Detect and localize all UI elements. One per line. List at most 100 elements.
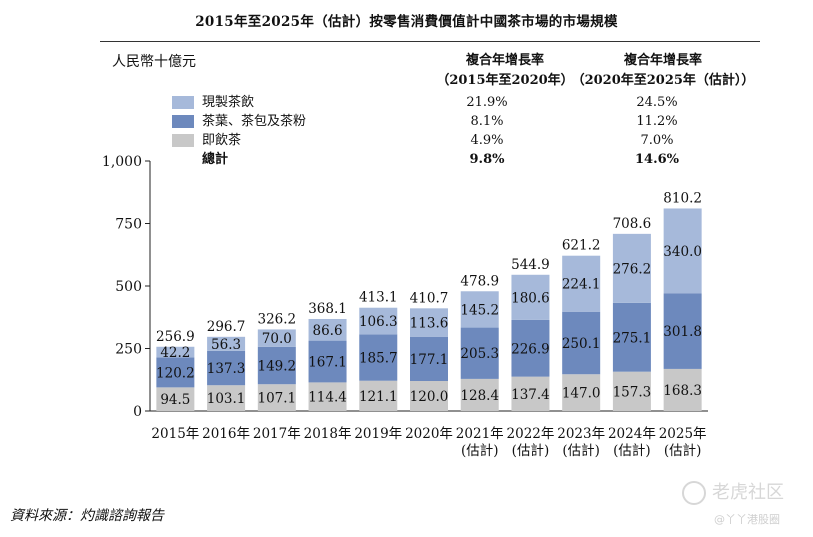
bar-segment [156, 357, 195, 388]
legend-swatch [172, 134, 194, 147]
x-tick-label: (估計) [562, 443, 600, 459]
total-label: 296.7 [207, 319, 246, 335]
x-tick-label: 2023年 [557, 426, 605, 442]
bar-segment [511, 376, 550, 411]
data-label: 168.3 [663, 383, 702, 399]
bar-segment [410, 308, 448, 337]
legend-label: 現製茶飲 [202, 95, 255, 110]
bar-segment [460, 378, 499, 411]
cagr-header-2015-2020: 複合年增長率 （2015年至2020年） [430, 51, 580, 91]
legend-cagr-2015-2020: 8.1% [470, 114, 504, 129]
bar-segment [410, 336, 448, 381]
bar-segment [612, 233, 651, 303]
bar-segment [207, 336, 246, 351]
total-cagr-2015-2020: 9.8% [469, 152, 505, 167]
bar-segment [207, 350, 246, 386]
data-label: 276.2 [613, 261, 652, 277]
bar-segment [359, 307, 398, 335]
bar-segment [562, 255, 601, 312]
x-tick-label: 2021年 [456, 426, 504, 442]
total-label: 326.2 [257, 311, 296, 327]
total-label: 256.9 [156, 329, 195, 345]
x-tick-label: 2018年 [304, 426, 352, 442]
legend-label: 即飲茶 [202, 133, 242, 148]
data-label: 103.1 [207, 391, 246, 407]
x-tick-label: 2016年 [202, 426, 250, 442]
bar-segment [562, 374, 601, 411]
data-label: 113.6 [410, 316, 449, 332]
data-label: 56.3 [211, 337, 241, 353]
x-tick-label: 2015年 [151, 426, 199, 442]
data-label: 114.4 [308, 390, 347, 406]
total-label: 621.2 [562, 238, 601, 254]
data-label: 149.2 [257, 359, 296, 375]
data-label: 185.7 [359, 351, 398, 367]
total-label: 810.2 [663, 190, 702, 206]
bar-segment [410, 381, 448, 411]
bar-segment [308, 382, 347, 411]
unit-label: 人民幣十億元 [112, 54, 196, 70]
y-tick-label: 1,000 [102, 154, 142, 170]
bar-segment [308, 340, 347, 383]
total-label: 總計 [202, 152, 229, 167]
data-label: 340.0 [663, 244, 702, 260]
legend-total-row: 總計 9.8% 14.6% [172, 150, 732, 169]
legend-item-tea-leaves: 茶葉、茶包及茶粉 8.1% 11.2% [172, 112, 732, 131]
total-label: 368.1 [308, 301, 347, 317]
data-label: 205.3 [460, 346, 499, 362]
bar-segment [460, 327, 499, 379]
data-label: 301.8 [663, 324, 702, 340]
chart-title: 2015年至2025年（估計）按零售消費價值計中國茶市場的市場規模 [195, 14, 618, 30]
bar-segment [663, 208, 702, 294]
watermark: 老虎社区 [682, 478, 784, 505]
watermark-logo-icon [682, 481, 706, 505]
data-label: 121.1 [359, 389, 398, 405]
y-tick-label: 0 [133, 404, 142, 420]
source-note: 資料來源：灼識諮詢報告 [10, 508, 164, 524]
x-tick-label: 2019年 [354, 426, 402, 442]
total-label: 708.6 [613, 216, 652, 232]
bar-segment [612, 371, 651, 411]
bar-segment [663, 293, 702, 369]
y-tick-label: 750 [115, 217, 142, 233]
legend-swatch [172, 96, 194, 109]
x-tick-label: 2017年 [253, 426, 301, 442]
y-tick-label: 500 [115, 279, 142, 295]
cagr-header-2020-2025: 複合年增長率 （2020年至2025年（估計）） [568, 51, 758, 91]
data-label: 226.9 [511, 341, 550, 357]
data-label: 250.1 [562, 336, 601, 352]
bar-segment [257, 384, 296, 411]
y-tick-label: 250 [115, 342, 142, 358]
data-label: 167.1 [308, 355, 347, 371]
legend-item-fresh-tea: 現製茶飲 21.9% 24.5% [172, 93, 732, 112]
bar-segment [359, 334, 398, 381]
cagr-header-title: 複合年增長率 [623, 53, 702, 68]
x-tick-label: (估計) [461, 443, 499, 459]
legend-item-rtd-tea: 即飲茶 4.9% 7.0% [172, 131, 732, 150]
data-label: 180.6 [511, 290, 550, 306]
data-label: 137.4 [511, 387, 550, 403]
legend-label: 茶葉、茶包及茶粉 [202, 114, 307, 129]
legend-cagr-2020-2025: 7.0% [640, 133, 674, 148]
x-tick-label: (估計) [613, 443, 651, 459]
data-label: 275.1 [613, 330, 652, 346]
bar-segment [308, 318, 347, 341]
data-label: 86.6 [313, 323, 343, 339]
data-label: 70.0 [262, 331, 292, 347]
x-tick-label: 2022年 [507, 426, 555, 442]
bar-segment [207, 385, 246, 411]
data-label: 120.0 [410, 389, 449, 405]
legend-cagr-2020-2025: 11.2% [636, 114, 678, 129]
bar-segment [562, 311, 601, 375]
total-label: 478.9 [460, 273, 499, 289]
cagr-header-period: （2015年至2020年） [436, 73, 574, 88]
legend-cagr-2020-2025: 24.5% [636, 95, 678, 110]
data-label: 106.3 [359, 314, 398, 330]
data-label: 107.1 [257, 391, 296, 407]
bar-segment [359, 380, 398, 411]
data-label: 94.5 [160, 392, 190, 408]
x-tick-label: 2024年 [608, 426, 656, 442]
total-label: 413.1 [359, 290, 398, 306]
data-label: 145.2 [460, 302, 499, 318]
title-divider [100, 41, 760, 42]
